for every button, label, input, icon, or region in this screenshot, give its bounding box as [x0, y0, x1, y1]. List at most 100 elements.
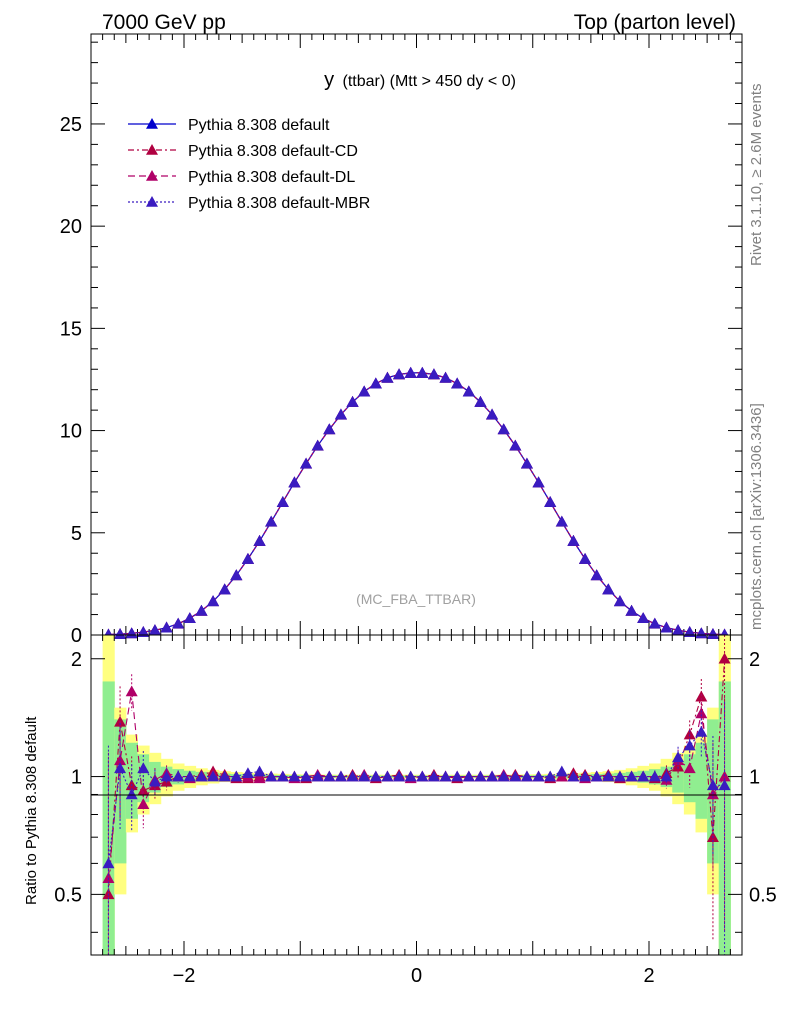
- ratio-point: [520, 770, 533, 782]
- ratio-tick-labels: 0.5 0.5 1 1 2 2 −2 0 2: [54, 649, 777, 987]
- ratio-point: [183, 770, 196, 782]
- data-point: [334, 408, 347, 420]
- ratio-point: [486, 770, 499, 782]
- data-point: [381, 371, 394, 383]
- plot-title: y (ttbar) (Mtt > 450 dy < 0): [324, 69, 516, 91]
- data-point: [660, 621, 673, 633]
- data-point: [590, 569, 603, 581]
- series-default-mbr-markers: [102, 366, 731, 640]
- main-y-tick-label: 0: [71, 625, 82, 647]
- data-point: [579, 552, 592, 564]
- ratio-point: [695, 690, 708, 702]
- ratio-point: [276, 770, 289, 782]
- ratio-point: [137, 784, 150, 796]
- ratio-point: [695, 725, 708, 737]
- title-main: y: [324, 69, 334, 91]
- rivet-label: Rivet 3.1.10, ≥ 2.6M events: [748, 84, 765, 267]
- ratio-point: [718, 779, 731, 791]
- data-point: [683, 626, 696, 637]
- main-y-tick-label: 5: [71, 523, 82, 545]
- ratio-point: [125, 788, 138, 800]
- ratio-default-dl-markers: [102, 674, 731, 955]
- legend-entry: Pythia 8.308 default-DL: [128, 169, 355, 186]
- ratio-point: [683, 762, 696, 774]
- ratio-point: [125, 685, 138, 697]
- data-point: [416, 366, 429, 378]
- ratio-point: [253, 772, 266, 784]
- data-point: [148, 624, 161, 636]
- ratio-point: [602, 770, 615, 782]
- main-y-tick-label: 15: [60, 318, 82, 340]
- data-point: [474, 395, 487, 407]
- ratio-point: [358, 770, 371, 782]
- data-point: [486, 408, 499, 420]
- data-point: [137, 626, 150, 637]
- analysis-tag: (MC_FBA_TTBAR): [356, 591, 476, 607]
- ratio-point: [148, 775, 161, 787]
- legend: Pythia 8.308 default Pythia 8.308 default…: [128, 117, 370, 212]
- ratio-point: [427, 770, 440, 782]
- ratio-point: [102, 857, 115, 869]
- ratio-point: [625, 770, 638, 782]
- legend-marker: [146, 118, 158, 129]
- data-point: [230, 569, 243, 581]
- data-point: [497, 423, 510, 435]
- data-point: [393, 368, 406, 380]
- ratio-point: [579, 770, 592, 782]
- ratio-point: [114, 762, 127, 774]
- ratio-y-tick-label-right: 0.5: [749, 884, 777, 906]
- data-point: [253, 534, 266, 546]
- legend-label: Pythia 8.308 default: [188, 117, 330, 134]
- ratio-y-tick-label-right: 2: [749, 649, 760, 671]
- data-point: [648, 617, 661, 629]
- legend-marker: [146, 170, 158, 181]
- legend-entry: Pythia 8.308 default-MBR: [128, 195, 370, 212]
- data-point: [602, 583, 615, 595]
- ratio-point: [648, 770, 661, 782]
- data-point: [369, 377, 382, 389]
- ratio-point: [369, 770, 382, 782]
- ratio-default-mbr-markers: [102, 702, 731, 955]
- data-point: [555, 515, 568, 527]
- ratio-point: [718, 652, 731, 664]
- ratio-point: [241, 767, 254, 779]
- ratio-point: [660, 770, 673, 782]
- data-point: [183, 612, 196, 624]
- data-point: [311, 439, 324, 451]
- data-point: [439, 371, 452, 383]
- data-point: [567, 534, 580, 546]
- x-tick-label: 2: [643, 965, 654, 987]
- data-point: [172, 617, 185, 629]
- ratio-point: [672, 751, 685, 763]
- data-point: [625, 604, 638, 616]
- ratio-point: [509, 770, 522, 782]
- legend-marker: [146, 144, 158, 155]
- ratio-point: [160, 770, 173, 782]
- ratio-point: [393, 770, 406, 782]
- data-point: [218, 583, 231, 595]
- ratio-point: [439, 770, 452, 782]
- ratio-point: [706, 779, 719, 791]
- data-point: [613, 595, 626, 607]
- ratio-point: [311, 770, 324, 782]
- data-point: [346, 395, 359, 407]
- data-point: [241, 552, 254, 564]
- ratio-series: [102, 635, 731, 955]
- ratio-point: [230, 770, 243, 782]
- ratio-point: [218, 770, 231, 782]
- ratio-point: [462, 770, 475, 782]
- legend-marker: [146, 196, 158, 207]
- main-y-tick-label: 25: [60, 114, 82, 136]
- ratio-y-axis-label: Ratio to Pythia 8.308 default: [23, 716, 40, 905]
- ratio-point: [567, 770, 580, 782]
- ratio-point: [416, 770, 429, 782]
- legend-entry: Pythia 8.308 default-CD: [128, 143, 358, 160]
- ratio-point: [300, 770, 313, 782]
- legend-label: Pythia 8.308 default-DL: [188, 169, 355, 186]
- ratio-point: [497, 770, 510, 782]
- header-right: Top (parton level): [574, 11, 736, 34]
- ratio-point: [532, 770, 545, 782]
- title-rest: (ttbar) (Mtt > 450 dy < 0): [343, 73, 516, 90]
